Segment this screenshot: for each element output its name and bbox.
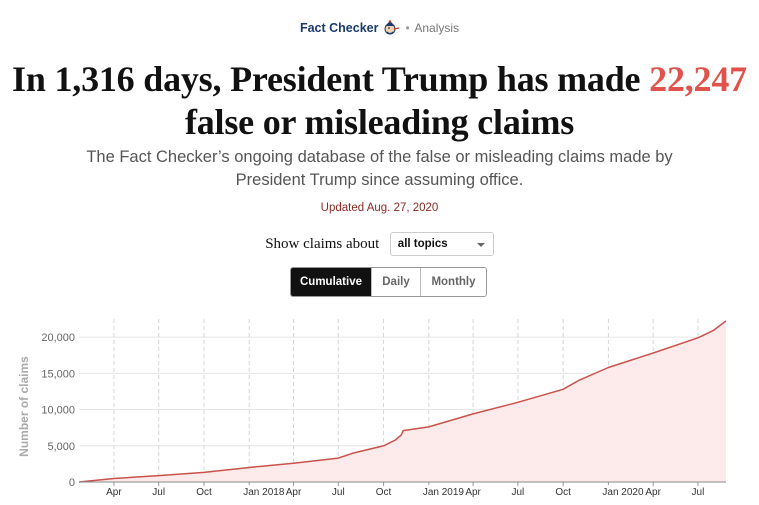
year-label-bg <box>420 485 465 499</box>
tab-monthly[interactable]: Monthly <box>421 268 486 296</box>
x-tick-label: Apr <box>465 487 481 498</box>
y-tick-label: 5,000 <box>47 441 75 453</box>
y-tick-label: 0 <box>69 477 75 489</box>
kicker: Fact Checker • Analysis <box>0 20 759 36</box>
claims-chart: 0 5,000 10,000 15,000 20,000 Number of claims… <box>17 319 727 499</box>
x-tick-label: Oct <box>376 487 392 498</box>
topic-select-value: all topics <box>397 238 448 250</box>
kicker-label: Analysis <box>414 21 460 35</box>
x-tick-label: Oct <box>196 487 212 498</box>
filter-label: Show claims about <box>265 235 380 252</box>
tab-cumulative[interactable]: Cumulative <box>291 268 372 296</box>
view-tabs: Cumulative Daily Monthly <box>290 267 487 297</box>
x-tick-label: Jan 2018 <box>243 487 285 498</box>
x-tick-label: Jul <box>692 487 705 498</box>
area-fill <box>79 320 726 482</box>
x-tick-label: Apr <box>645 487 661 498</box>
headline-part2: false or misleading claims <box>184 102 575 142</box>
headline: In 1,316 days, President Trump has made … <box>0 58 759 144</box>
x-tick-label: Apr <box>286 487 302 498</box>
pinocchio-icon <box>382 20 400 36</box>
cumulative-claims-line <box>78 320 727 483</box>
y-axis-label: Number of claims <box>17 356 31 457</box>
topic-select[interactable]: all topics <box>389 232 494 256</box>
year-label-bg <box>600 485 645 499</box>
separator-dot: • <box>405 21 410 35</box>
tab-daily[interactable]: Daily <box>372 268 421 296</box>
updated-date: Updated Aug. 27, 2020 <box>320 202 439 214</box>
x-tick-label: Jan 2019 <box>423 487 465 498</box>
x-tick-label: Jul <box>152 487 165 498</box>
y-tick-label: 20,000 <box>41 332 75 344</box>
section-link[interactable]: Fact Checker <box>299 21 379 35</box>
x-tick-label: Apr <box>106 487 122 498</box>
chevron-down-icon <box>476 243 485 247</box>
x-tick-label: Oct <box>555 487 571 498</box>
headline-part1: In 1,316 days, President Trump has made <box>12 59 650 99</box>
x-tick-label: Jul <box>511 487 524 498</box>
x-tick-label: Jul <box>332 487 345 498</box>
headline-claims-count: 22,247 <box>649 59 747 99</box>
x-tick-label: Jan 2020 <box>602 487 644 498</box>
y-tick-label: 10,000 <box>41 405 75 417</box>
year-label-bg <box>241 485 286 499</box>
deck: The Fact Checker’s ongoing database of t… <box>86 148 673 189</box>
y-tick-label: 15,000 <box>41 368 75 380</box>
topic-filter: Show claims about all topics <box>0 232 759 256</box>
